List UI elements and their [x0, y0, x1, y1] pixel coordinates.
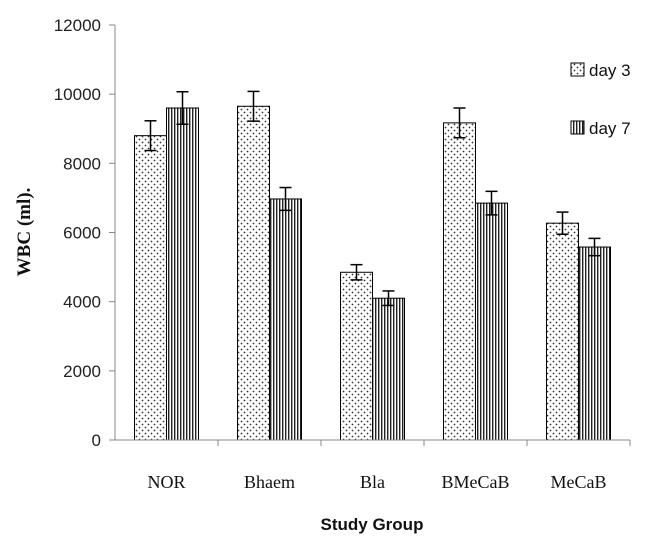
- bar-day-7-bmecab: [475, 202, 508, 441]
- bar-day-7-mecab: [578, 246, 611, 441]
- bar-day-7-nor: [166, 107, 199, 441]
- y-tick-label: 12000: [54, 16, 101, 35]
- bar-day-3-bhaem: [237, 105, 270, 441]
- x-axis-title: Study Group: [321, 515, 424, 534]
- x-tick-label: Bla: [360, 472, 385, 492]
- legend: day 3 day 7: [570, 61, 631, 138]
- legend-swatch-day-7: [570, 120, 585, 135]
- bar-day-3-bmecab: [443, 122, 476, 441]
- plot-area: 0 2000 4000 6000 8000 10000 12000 NOR Bhaem Bla BM…: [54, 16, 631, 492]
- y-tick-label: 10000: [54, 85, 101, 104]
- legend-label-day-7: day 7: [589, 119, 631, 138]
- bar-day-3-nor: [134, 135, 167, 441]
- bar-day-7-bhaem: [269, 198, 302, 441]
- x-tick-label: Bhaem: [244, 472, 295, 492]
- bar-day-7-bla: [372, 297, 405, 441]
- legend-label-day-3: day 3: [589, 61, 631, 80]
- y-tick-label: 6000: [63, 224, 101, 243]
- bar-day-3-bla: [340, 271, 373, 441]
- y-tick-label: 0: [92, 431, 101, 450]
- y-tick-label: 2000: [63, 362, 101, 381]
- bar-day-3-mecab: [546, 222, 579, 441]
- y-tick-label: 4000: [63, 293, 101, 312]
- legend-swatch-day-3: [570, 62, 585, 77]
- x-tick-label: NOR: [147, 472, 185, 492]
- x-tick-label: MeCaB: [551, 472, 607, 492]
- x-tick-label: BMeCaB: [441, 472, 509, 492]
- y-axis-title: WBC (ml).: [14, 188, 35, 277]
- y-tick-label: 8000: [63, 154, 101, 173]
